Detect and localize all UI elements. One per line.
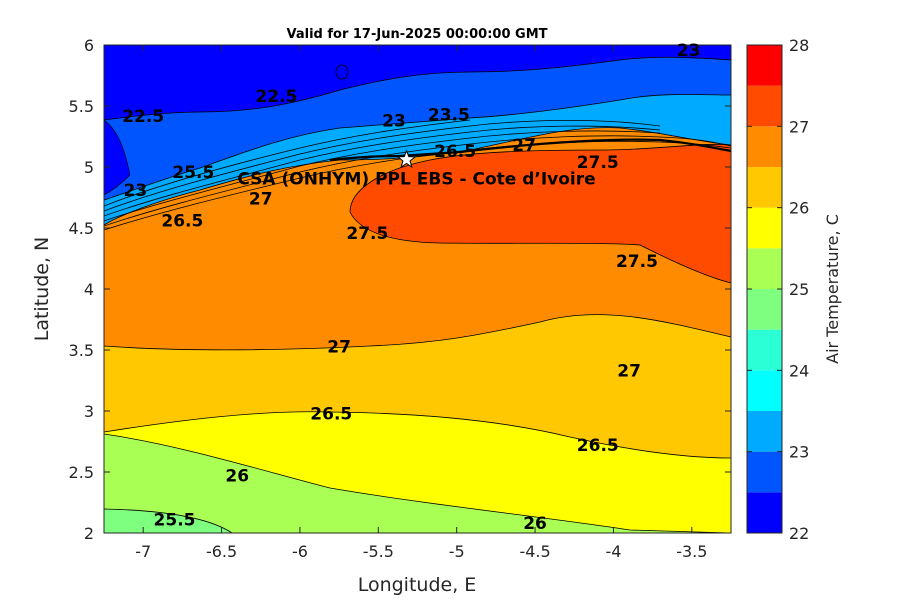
x-tick-label: -6 bbox=[292, 542, 308, 561]
contour-label: 27.5 bbox=[346, 224, 388, 244]
contour-label: 26.5 bbox=[577, 436, 619, 456]
contour-label: 27.5 bbox=[577, 153, 619, 173]
contour-label: 23 bbox=[382, 112, 406, 132]
y-axis-label: Latitude, N bbox=[31, 237, 53, 342]
contour-bands bbox=[104, 45, 731, 533]
contour-label: 26 bbox=[225, 467, 249, 487]
y-tick-label: 2.5 bbox=[69, 463, 94, 482]
x-axis-label: Longitude, E bbox=[358, 574, 477, 596]
contour-labels: 22.5 22.5 23 23 23 23.5 27 27 27.5 27.5 27.5 27 27 26… bbox=[122, 41, 700, 534]
y-tick-label: 3 bbox=[84, 402, 94, 421]
y-tick-label: 4 bbox=[84, 280, 94, 299]
colorbar-swatch bbox=[747, 492, 782, 533]
colorbar-ticks: 22 23 24 25 26 27 28 bbox=[747, 36, 809, 543]
x-axis-ticks: -7 -6.5 -6 -5.5 -5 -4.5 -4 -3.5 bbox=[135, 45, 707, 561]
contour-label: 27 bbox=[249, 190, 273, 210]
chart-title: Valid for 17-Jun-2025 00:00:00 GMT bbox=[287, 27, 548, 42]
contour-label: 26.5 bbox=[161, 212, 203, 232]
x-tick-label: -6.5 bbox=[206, 542, 237, 561]
y-tick-label: 4.5 bbox=[69, 219, 94, 238]
contour-label: 22.5 bbox=[255, 87, 297, 107]
colorbar-swatch bbox=[747, 411, 782, 452]
star-icon bbox=[396, 149, 417, 169]
colorbar-tick-label: 26 bbox=[789, 199, 809, 218]
contour-label: 27 bbox=[617, 362, 641, 382]
colorbar-tick-label: 22 bbox=[789, 524, 809, 543]
colorbar-swatch bbox=[747, 451, 782, 493]
x-tick-label: -4 bbox=[605, 542, 621, 561]
colorbar-tick-label: 27 bbox=[789, 117, 809, 136]
site-marker: CSA (ONHYM) PPL EBS - Cote d’Ivoire bbox=[237, 149, 596, 190]
contour-label: 26.5 bbox=[310, 404, 352, 424]
colorbar-swatch bbox=[747, 207, 782, 249]
colorbar-swatch bbox=[747, 85, 782, 127]
contour-label: 25.5 bbox=[154, 511, 196, 531]
colorbar-swatch bbox=[747, 370, 782, 411]
y-tick-label: 3.5 bbox=[69, 341, 94, 360]
y-tick-label: 6 bbox=[84, 36, 94, 55]
contour-label: 23.5 bbox=[428, 106, 470, 126]
y-tick-label: 2 bbox=[84, 524, 94, 543]
y-tick-label: 5.5 bbox=[69, 97, 94, 116]
band-27-27.5 bbox=[349, 143, 731, 284]
contour-label: 23 bbox=[124, 181, 148, 201]
colorbar-tick-label: 25 bbox=[789, 280, 809, 299]
colorbar-label: Air Temperature, C bbox=[823, 214, 842, 364]
colorbar-swatch bbox=[747, 167, 782, 208]
site-label: CSA (ONHYM) PPL EBS - Cote d’Ivoire bbox=[237, 170, 595, 190]
x-tick-label: -5 bbox=[449, 542, 465, 561]
front-lines bbox=[104, 64, 731, 231]
colorbar-tick-label: 23 bbox=[789, 443, 809, 462]
colorbar-tick-label: 28 bbox=[789, 36, 809, 55]
contour-label: 22.5 bbox=[122, 107, 164, 127]
colorbar-swatch bbox=[747, 289, 782, 330]
contour-label: 23 bbox=[677, 41, 701, 61]
contour-label: 27 bbox=[512, 136, 536, 156]
y-axis-ticks: 22.533.544.555.56 bbox=[69, 36, 731, 543]
x-tick-label: -7 bbox=[135, 542, 151, 561]
contour-label: 26 bbox=[523, 514, 547, 534]
contour-label: 25.5 bbox=[172, 163, 214, 183]
x-tick-label: -4.5 bbox=[519, 542, 550, 561]
colorbar-swatch bbox=[747, 126, 782, 167]
contour-label: 27.5 bbox=[616, 252, 658, 272]
contour-label: 26.5 bbox=[434, 142, 476, 162]
x-tick-label: -3.5 bbox=[676, 542, 707, 561]
y-tick-label: 5 bbox=[84, 158, 94, 177]
colorbar bbox=[746, 44, 783, 534]
colorbar-swatch bbox=[747, 45, 782, 86]
band-25-25.5-lower bbox=[104, 433, 731, 533]
contour-label: 27 bbox=[327, 337, 351, 357]
colorbar-swatch bbox=[747, 248, 782, 289]
band-22-22.5 bbox=[104, 119, 131, 196]
colorbar-tick-label: 24 bbox=[789, 361, 809, 380]
x-tick-label: -5.5 bbox=[363, 542, 394, 561]
band-22.5-23 bbox=[104, 45, 731, 121]
colorbar-swatch bbox=[747, 329, 782, 371]
